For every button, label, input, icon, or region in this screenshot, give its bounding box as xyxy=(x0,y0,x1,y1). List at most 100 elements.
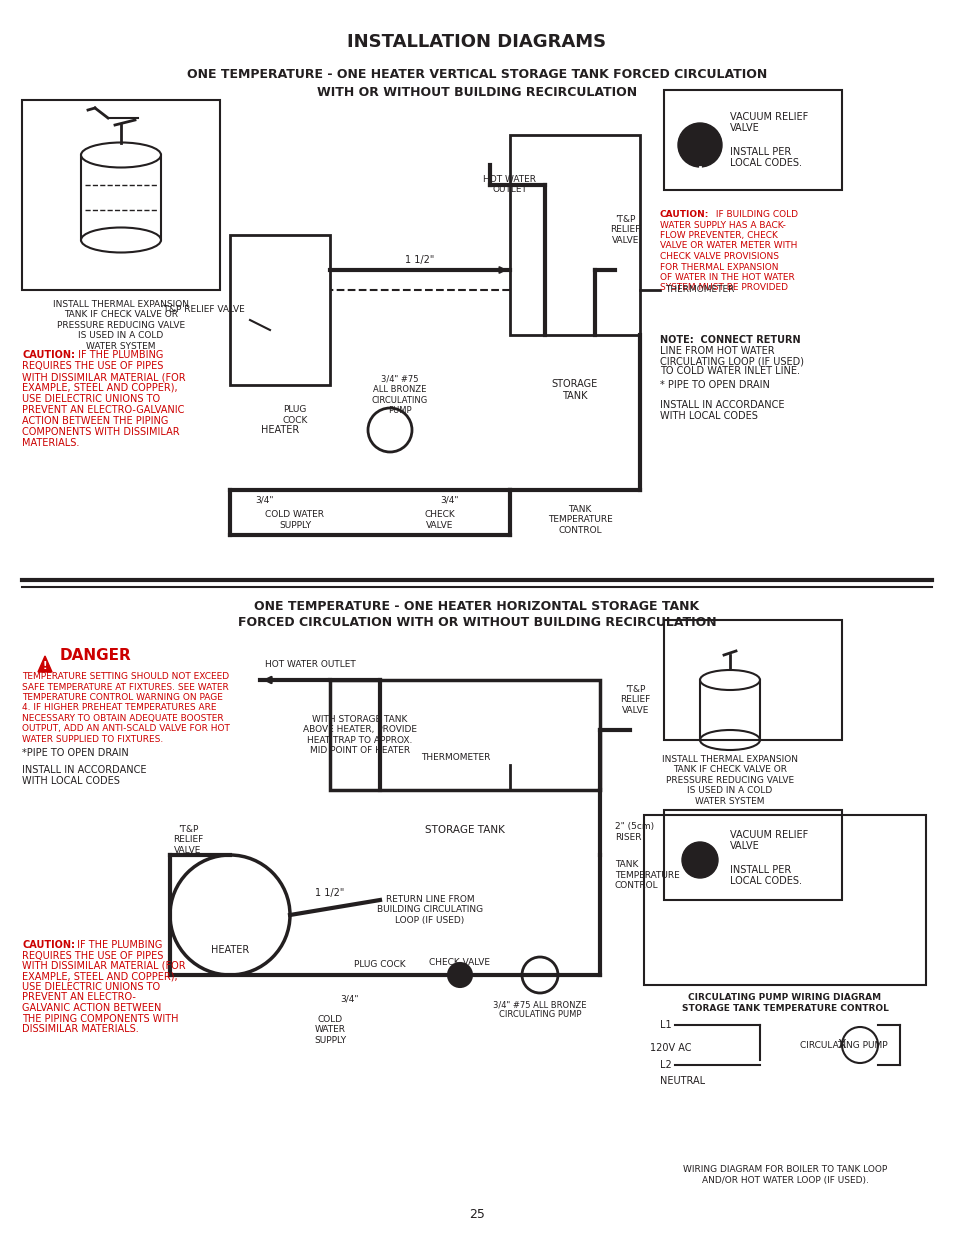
Text: NOTE:  CONNECT RETURN: NOTE: CONNECT RETURN xyxy=(659,335,800,345)
Text: DISSIMILAR MATERIALS.: DISSIMILAR MATERIALS. xyxy=(22,1024,138,1034)
Text: 3/4": 3/4" xyxy=(440,495,458,505)
Text: ACTION BETWEEN THE PIPING: ACTION BETWEEN THE PIPING xyxy=(22,416,168,426)
Text: OF WATER IN THE HOT WATER: OF WATER IN THE HOT WATER xyxy=(659,273,794,282)
Text: PREVENT AN ELECTRO-: PREVENT AN ELECTRO- xyxy=(22,993,135,1003)
Text: 120V AC: 120V AC xyxy=(649,1044,691,1053)
Text: HOT WATER
OUTLET: HOT WATER OUTLET xyxy=(483,175,536,194)
Text: L1: L1 xyxy=(659,1020,671,1030)
Text: INSTALL THERMAL EXPANSION
TANK IF CHECK VALVE OR
PRESSURE REDUCING VALVE
IS USED: INSTALL THERMAL EXPANSION TANK IF CHECK … xyxy=(661,755,797,805)
Text: SAFE TEMPERATURE AT FIXTURES. SEE WATER: SAFE TEMPERATURE AT FIXTURES. SEE WATER xyxy=(22,683,229,692)
Text: WIRING DIAGRAM FOR BOILER TO TANK LOOP: WIRING DIAGRAM FOR BOILER TO TANK LOOP xyxy=(682,1165,886,1174)
Text: CIRCULATING PUMP WIRING DIAGRAM: CIRCULATING PUMP WIRING DIAGRAM xyxy=(688,993,881,1002)
Text: WATER SUPPLY HAS A BACK-: WATER SUPPLY HAS A BACK- xyxy=(659,221,785,230)
Text: THERMOMETER: THERMOMETER xyxy=(420,753,490,762)
Text: INSTALL THERMAL EXPANSION
TANK IF CHECK VALVE OR
PRESSURE REDUCING VALVE
IS USED: INSTALL THERMAL EXPANSION TANK IF CHECK … xyxy=(53,300,189,351)
Text: HEATER: HEATER xyxy=(211,945,249,955)
Text: CHECK VALVE PROVISIONS: CHECK VALVE PROVISIONS xyxy=(659,252,779,261)
Text: TEMPERATURE SETTING SHOULD NOT EXCEED: TEMPERATURE SETTING SHOULD NOT EXCEED xyxy=(22,672,229,680)
Text: 'T&P
RELIEF
VALVE: 'T&P RELIEF VALVE xyxy=(619,685,650,715)
Text: PLUG
COCK: PLUG COCK xyxy=(282,405,308,425)
Text: THE PIPING COMPONENTS WITH: THE PIPING COMPONENTS WITH xyxy=(22,1014,178,1024)
Text: 3/4" #75
ALL BRONZE
CIRCULATING
PUMP: 3/4" #75 ALL BRONZE CIRCULATING PUMP xyxy=(372,375,428,415)
Text: 'T&P
RELIEF
VALVE: 'T&P RELIEF VALVE xyxy=(609,215,639,245)
Text: 4. IF HIGHER PREHEAT TEMPERATURES ARE: 4. IF HIGHER PREHEAT TEMPERATURES ARE xyxy=(22,704,216,713)
Text: STORAGE TANK: STORAGE TANK xyxy=(425,825,504,835)
Text: 1 1/2": 1 1/2" xyxy=(405,254,435,266)
Bar xyxy=(663,810,841,900)
Text: COLD WATER
SUPPLY: COLD WATER SUPPLY xyxy=(265,510,324,530)
Text: IF THE PLUMBING: IF THE PLUMBING xyxy=(75,350,163,359)
Text: NECESSARY TO OBTAIN ADEQUATE BOOSTER: NECESSARY TO OBTAIN ADEQUATE BOOSTER xyxy=(22,714,223,722)
Text: PLUG COCK: PLUG COCK xyxy=(354,960,405,969)
Text: HEATER: HEATER xyxy=(260,425,299,435)
Text: FLOW PREVENTER, CHECK: FLOW PREVENTER, CHECK xyxy=(659,231,777,240)
Text: VACUUM RELIEF
VALVE

INSTALL PER
LOCAL CODES.: VACUUM RELIEF VALVE INSTALL PER LOCAL CO… xyxy=(729,830,807,887)
Text: HOT WATER OUTLET: HOT WATER OUTLET xyxy=(264,659,355,669)
Text: RETURN LINE FROM
BUILDING CIRCULATING
LOOP (IF USED): RETURN LINE FROM BUILDING CIRCULATING LO… xyxy=(376,895,482,925)
Text: CIRCULATING PUMP: CIRCULATING PUMP xyxy=(800,1041,886,1050)
Text: 'T&P RELIEF VALVE: 'T&P RELIEF VALVE xyxy=(161,305,245,315)
Bar xyxy=(663,620,841,740)
Text: * PIPE TO OPEN DRAIN: * PIPE TO OPEN DRAIN xyxy=(659,380,769,390)
Text: WITH LOCAL CODES: WITH LOCAL CODES xyxy=(659,411,757,421)
Text: 2" (5cm)
RISER: 2" (5cm) RISER xyxy=(615,823,654,842)
Text: IF BUILDING COLD: IF BUILDING COLD xyxy=(712,210,797,219)
Text: PREVENT AN ELECTRO-GALVANIC: PREVENT AN ELECTRO-GALVANIC xyxy=(22,405,184,415)
Text: 3/4": 3/4" xyxy=(340,995,359,1004)
Text: TO COLD WATER INLET LINE.: TO COLD WATER INLET LINE. xyxy=(659,367,800,377)
Text: CAUTION:: CAUTION: xyxy=(22,940,75,950)
Text: WITH STORAGE TANK
ABOVE HEATER, PROVIDE
HEAT TRAP TO APPROX.
MID POINT OF HEATER: WITH STORAGE TANK ABOVE HEATER, PROVIDE … xyxy=(303,715,416,755)
Text: DANGER: DANGER xyxy=(60,647,132,662)
Text: STORAGE TANK TEMPERATURE CONTROL: STORAGE TANK TEMPERATURE CONTROL xyxy=(680,1004,887,1013)
Bar xyxy=(643,815,925,986)
Circle shape xyxy=(448,963,472,987)
Text: X: X xyxy=(837,1039,845,1051)
Text: 1 1/2": 1 1/2" xyxy=(315,888,344,898)
Circle shape xyxy=(678,124,721,167)
Polygon shape xyxy=(38,656,52,672)
Text: FORCED CIRCULATION WITH OR WITHOUT BUILDING RECIRCULATION: FORCED CIRCULATION WITH OR WITHOUT BUILD… xyxy=(237,616,716,630)
Text: COMPONENTS WITH DISSIMILAR: COMPONENTS WITH DISSIMILAR xyxy=(22,427,179,437)
Text: NEUTRAL: NEUTRAL xyxy=(659,1076,704,1086)
Text: COLD
WATER
SUPPLY: COLD WATER SUPPLY xyxy=(314,1015,346,1045)
Text: CHECK
VALVE: CHECK VALVE xyxy=(424,510,455,530)
Text: VALVE OR WATER METER WITH: VALVE OR WATER METER WITH xyxy=(659,242,797,251)
Text: ONE TEMPERATURE - ONE HEATER HORIZONTAL STORAGE TANK: ONE TEMPERATURE - ONE HEATER HORIZONTAL … xyxy=(254,600,699,614)
Text: L2: L2 xyxy=(659,1060,671,1070)
Text: EXAMPLE, STEEL AND COPPER),: EXAMPLE, STEEL AND COPPER), xyxy=(22,972,177,982)
Text: USE DIELECTRIC UNIONS TO: USE DIELECTRIC UNIONS TO xyxy=(22,394,160,404)
Bar xyxy=(510,135,639,335)
Text: STORAGE
TANK: STORAGE TANK xyxy=(551,379,598,401)
Text: INSTALL IN ACCORDANCE: INSTALL IN ACCORDANCE xyxy=(22,764,147,776)
Text: SYSTEM MUST BE PROVIDED: SYSTEM MUST BE PROVIDED xyxy=(659,284,787,293)
Text: WITH LOCAL CODES: WITH LOCAL CODES xyxy=(22,776,120,785)
Text: CIRCULATING LOOP (IF USED): CIRCULATING LOOP (IF USED) xyxy=(659,356,803,366)
Bar xyxy=(663,90,841,190)
Text: THERMOMETER: THERMOMETER xyxy=(664,285,734,294)
Text: TANK
TEMPERATURE
CONTROL: TANK TEMPERATURE CONTROL xyxy=(547,505,612,535)
Text: LINE FROM HOT WATER: LINE FROM HOT WATER xyxy=(659,346,774,356)
Circle shape xyxy=(681,842,718,878)
Text: OUTPUT, ADD AN ANTI-SCALD VALVE FOR HOT: OUTPUT, ADD AN ANTI-SCALD VALVE FOR HOT xyxy=(22,725,230,734)
Bar xyxy=(230,235,330,385)
Text: WITH OR WITHOUT BUILDING RECIRCULATION: WITH OR WITHOUT BUILDING RECIRCULATION xyxy=(316,85,637,99)
Text: !: ! xyxy=(43,661,48,671)
Text: FOR THERMAL EXPANSION: FOR THERMAL EXPANSION xyxy=(659,263,778,272)
Text: 'T&P
RELIEF
VALVE: 'T&P RELIEF VALVE xyxy=(172,825,203,855)
Text: IF THE PLUMBING: IF THE PLUMBING xyxy=(74,940,162,950)
Text: INSTALLATION DIAGRAMS: INSTALLATION DIAGRAMS xyxy=(347,33,606,51)
Text: *PIPE TO OPEN DRAIN: *PIPE TO OPEN DRAIN xyxy=(22,748,129,758)
Text: 25: 25 xyxy=(469,1209,484,1221)
Text: WATER SUPPLIED TO FIXTURES.: WATER SUPPLIED TO FIXTURES. xyxy=(22,735,163,743)
Text: ONE TEMPERATURE - ONE HEATER VERTICAL STORAGE TANK FORCED CIRCULATION: ONE TEMPERATURE - ONE HEATER VERTICAL ST… xyxy=(187,68,766,82)
Text: TANK
TEMPERATURE
CONTROL: TANK TEMPERATURE CONTROL xyxy=(615,860,679,890)
Text: GALVANIC ACTION BETWEEN: GALVANIC ACTION BETWEEN xyxy=(22,1003,161,1013)
Bar xyxy=(22,100,220,290)
Text: USE DIELECTRIC UNIONS TO: USE DIELECTRIC UNIONS TO xyxy=(22,982,160,992)
Text: EXAMPLE, STEEL AND COPPER),: EXAMPLE, STEEL AND COPPER), xyxy=(22,383,177,393)
Text: MATERIALS.: MATERIALS. xyxy=(22,438,79,448)
Text: VACUUM RELIEF
VALVE

INSTALL PER
LOCAL CODES.: VACUUM RELIEF VALVE INSTALL PER LOCAL CO… xyxy=(729,112,807,168)
Text: WITH DISSIMILAR MATERIAL (FOR: WITH DISSIMILAR MATERIAL (FOR xyxy=(22,372,186,382)
Text: CHECK VALVE: CHECK VALVE xyxy=(429,958,490,967)
Bar xyxy=(330,680,599,790)
